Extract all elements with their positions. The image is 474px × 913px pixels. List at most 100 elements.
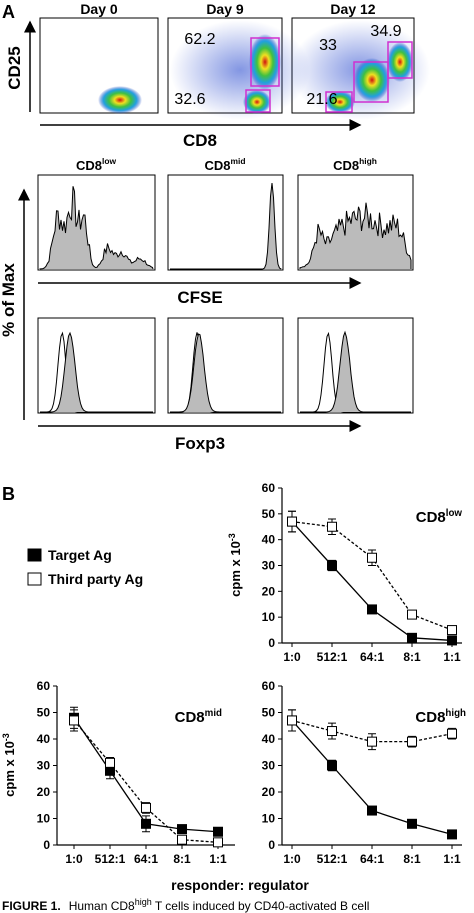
- x-tick-label: 8:1: [403, 852, 421, 866]
- histogram-shape: [170, 182, 282, 270]
- marker: [367, 604, 377, 615]
- y-tick-label: 50: [262, 706, 276, 720]
- x-tick-label: 64:1: [360, 852, 384, 866]
- axis-label: CFSE: [177, 288, 222, 307]
- y-tick-label: 30: [262, 559, 276, 573]
- y-tick-label: 60: [262, 481, 276, 495]
- y-tick-label: 0: [268, 838, 275, 852]
- chart-title-base: CD8: [416, 509, 446, 526]
- histogram-title: CD8low: [76, 156, 117, 173]
- y-tick-label: 20: [262, 785, 276, 799]
- y-tick-label: 10: [262, 610, 276, 624]
- plot-title: Day 12: [330, 1, 375, 17]
- y-tick-label: 60: [262, 679, 276, 693]
- plot-frame: [39, 17, 159, 114]
- histograms: [39, 182, 412, 413]
- histogram-shape: [39, 186, 154, 270]
- marker: [69, 715, 79, 726]
- histogram-shape: [299, 202, 412, 269]
- chart-title: CD8low: [416, 508, 463, 526]
- marker: [141, 818, 151, 829]
- marker: [287, 516, 297, 527]
- x-tick-label: 1:0: [283, 852, 301, 866]
- marker: [177, 824, 187, 835]
- series-line: [73, 717, 219, 833]
- marker: [407, 736, 417, 747]
- cell-population: [249, 34, 281, 90]
- y-axis-label-sup: -3: [227, 533, 237, 541]
- cell-population: [325, 91, 355, 113]
- x-tick-label: 8:1: [403, 650, 421, 664]
- caption: FIGURE 1. Human CD8high T cells induced b…: [2, 897, 369, 913]
- chart-title-sup: mid: [205, 708, 222, 719]
- y-tick-label: 10: [262, 812, 276, 826]
- x-tick-label: 1:1: [209, 852, 227, 866]
- gate: [353, 61, 389, 103]
- x-tick-label: 512:1: [95, 852, 126, 866]
- x-tick-label: 1:0: [283, 650, 301, 664]
- chart-title: CD8mid: [175, 708, 222, 726]
- axis-label: CD8: [183, 131, 217, 150]
- chart-title-base: CD8: [415, 709, 445, 726]
- marker: [141, 802, 151, 813]
- y-tick-label: 10: [37, 812, 51, 826]
- legend-label: Target Ag: [48, 547, 112, 563]
- legend-swatch: [27, 572, 42, 586]
- marker: [407, 818, 417, 829]
- marker: [447, 728, 457, 739]
- histogram-shape: [300, 331, 411, 413]
- marker: [327, 560, 337, 571]
- marker: [447, 829, 457, 840]
- y-axis-label-base: cpm x 10: [228, 541, 243, 597]
- marker: [105, 757, 115, 768]
- histogram-frames: [37, 174, 414, 414]
- cell-population: [354, 58, 390, 102]
- caption-sup: high: [135, 897, 152, 907]
- gate-value: 34.9: [370, 23, 401, 40]
- x-tick-label: 1:1: [443, 650, 461, 664]
- histogram-title-base: CD8: [204, 158, 230, 173]
- marker: [327, 521, 337, 532]
- marker: [447, 625, 457, 636]
- y-axis-label: cpm x 10-3: [1, 733, 17, 797]
- marker: [367, 805, 377, 816]
- panel-label: A: [2, 2, 15, 22]
- x-tick-label: 64:1: [134, 852, 158, 866]
- marker: [287, 715, 297, 726]
- histogram-shape: [40, 331, 153, 413]
- y-axis-label-sup: -3: [1, 733, 11, 741]
- gate-value: 32.6: [174, 91, 205, 108]
- marker: [327, 760, 337, 771]
- gate: [245, 89, 271, 113]
- histogram-title-sup: mid: [231, 156, 246, 166]
- cell-population: [387, 42, 413, 82]
- legend-label: Third party Ag: [48, 571, 143, 587]
- x-tick-label: 1:0: [65, 852, 83, 866]
- histogram-shape: [170, 332, 281, 413]
- x-tick-label: 512:1: [317, 650, 348, 664]
- legend-swatch: [27, 548, 42, 562]
- gate: [250, 37, 280, 87]
- axis-label: responder: regulator: [171, 877, 309, 893]
- marker: [407, 632, 417, 643]
- panel-label: B: [2, 484, 15, 504]
- y-tick-label: 40: [37, 732, 51, 746]
- histogram-title-sup: low: [102, 156, 116, 166]
- plot-title: Day 0: [80, 1, 118, 17]
- gate-value: 21.6: [306, 91, 337, 108]
- y-tick-label: 20: [262, 584, 276, 598]
- chart-title: CD8high: [415, 708, 466, 726]
- y-tick-label: 0: [268, 636, 275, 650]
- x-tick-label: 64:1: [360, 650, 384, 664]
- chart-title-sup: high: [445, 708, 466, 719]
- histogram-title-base: CD8: [333, 158, 359, 173]
- series-line: [291, 521, 453, 642]
- marker: [367, 736, 377, 747]
- caption-label: FIGURE 1.: [2, 899, 61, 913]
- y-tick-label: 20: [37, 785, 51, 799]
- caption-text: Human CD8: [69, 899, 135, 913]
- marker: [407, 609, 417, 620]
- gate: [387, 41, 413, 79]
- axis-label: % of Max: [0, 263, 18, 337]
